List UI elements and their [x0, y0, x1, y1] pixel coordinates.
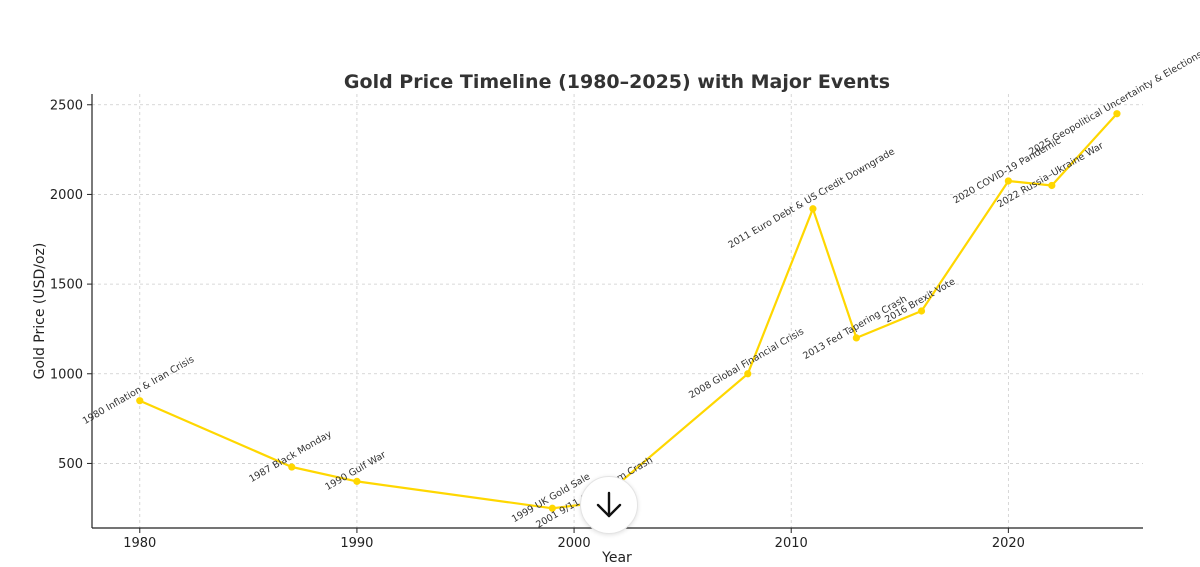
y-axis-label: Gold Price (USD/oz)	[32, 243, 48, 380]
x-tick-label: 1980	[123, 536, 156, 551]
event-label: 1987 Black Monday	[247, 429, 334, 485]
event-label: 1990 Gulf War	[323, 449, 388, 493]
scroll-down-button[interactable]	[580, 476, 638, 534]
data-point	[1113, 110, 1121, 118]
x-tick-label: 2000	[558, 536, 591, 551]
chart-title: Gold Price Timeline (1980–2025) with Maj…	[344, 71, 890, 93]
data-point	[548, 504, 556, 512]
event-labels: 1980 Inflation & Iran Crisis 1987 Black M…	[81, 49, 1200, 531]
event-label: 2008 Global Financial Crisis	[687, 326, 806, 401]
data-point	[136, 397, 144, 405]
data-points	[136, 110, 1121, 512]
y-tick-label: 1000	[50, 367, 83, 382]
data-point	[744, 370, 752, 378]
arrow-down-icon	[596, 491, 622, 518]
x-tick-label: 2020	[992, 536, 1025, 551]
x-tick-label: 2010	[775, 536, 808, 551]
data-point	[353, 477, 361, 485]
x-tick-label: 1990	[340, 536, 373, 551]
data-point	[852, 334, 860, 342]
data-point	[1004, 177, 1012, 185]
data-point	[288, 463, 296, 471]
event-label: 1980 Inflation & Iran Crisis	[81, 354, 196, 427]
data-point	[1048, 181, 1056, 190]
event-label: 2025 Geopolitical Uncertainty & Election…	[1027, 49, 1200, 158]
y-tick-label: 2500	[50, 98, 83, 113]
ticks: 1980 1990 2000 2010 2020 500 1000 1500 2000 2500	[50, 98, 1025, 551]
series-line-group	[139, 112, 1118, 510]
x-axis-label: Year	[601, 550, 632, 566]
grid	[92, 94, 1143, 528]
gold-price-line	[139, 112, 1118, 510]
y-tick-label: 2000	[50, 188, 83, 203]
data-point	[917, 307, 926, 315]
y-tick-label: 500	[58, 457, 83, 472]
data-point	[809, 205, 817, 213]
axes	[91, 94, 1143, 529]
event-label: 2011 Euro Debt & US Credit Downgrade	[727, 146, 897, 251]
event-label: 2013 Fed Tapering Crash	[801, 294, 909, 362]
y-tick-label: 1500	[50, 278, 83, 293]
